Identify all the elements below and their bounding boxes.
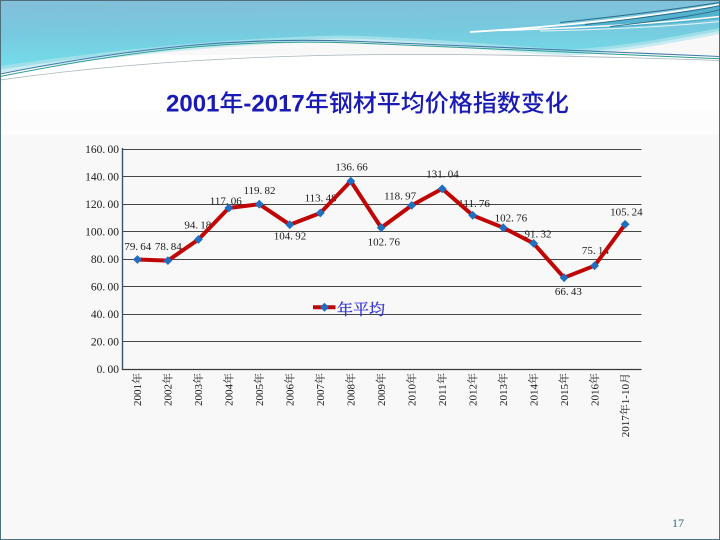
- svg-text:119. 82: 119. 82: [243, 185, 275, 197]
- svg-text:102. 76: 102. 76: [495, 212, 528, 224]
- svg-text:2007: 2007: [315, 384, 327, 407]
- svg-text:2016: 2016: [589, 384, 601, 407]
- svg-text:2015: 2015: [559, 384, 571, 407]
- svg-text:20. 00: 20. 00: [91, 337, 119, 349]
- svg-text:60. 00: 60. 00: [91, 282, 119, 294]
- svg-text:102. 76: 102. 76: [368, 236, 401, 248]
- svg-text:2008: 2008: [346, 384, 358, 407]
- svg-text:140. 00: 140. 00: [85, 172, 119, 184]
- svg-text:2012: 2012: [468, 384, 480, 406]
- svg-text:2009: 2009: [376, 384, 388, 407]
- svg-text:66. 43: 66. 43: [555, 286, 582, 298]
- svg-text:2004: 2004: [224, 384, 236, 407]
- svg-text:117. 06: 117. 06: [210, 195, 243, 207]
- svg-text:104. 92: 104. 92: [274, 231, 306, 243]
- svg-text:131. 04: 131. 04: [426, 169, 459, 181]
- svg-text:2001: 2001: [166, 91, 219, 118]
- svg-text:1-10: 1-10: [620, 384, 632, 405]
- svg-text:80. 00: 80. 00: [91, 254, 119, 266]
- svg-text:120. 00: 120. 00: [85, 199, 119, 211]
- svg-text:-2017: -2017: [243, 91, 304, 118]
- svg-text:136. 66: 136. 66: [335, 161, 368, 173]
- svg-text:2005: 2005: [254, 384, 266, 407]
- svg-text:2006: 2006: [285, 384, 297, 407]
- svg-text:91. 32: 91. 32: [525, 229, 552, 241]
- svg-text:2017: 2017: [620, 415, 632, 438]
- svg-text:2003: 2003: [193, 384, 205, 407]
- svg-text:2010: 2010: [407, 384, 419, 407]
- svg-text:2002: 2002: [163, 384, 175, 406]
- svg-text:100. 00: 100. 00: [85, 227, 119, 239]
- svg-text:79. 64: 79. 64: [124, 241, 151, 253]
- svg-text:118. 97: 118. 97: [384, 191, 417, 203]
- svg-text:2001: 2001: [132, 384, 144, 406]
- svg-text:160. 00: 160. 00: [85, 144, 119, 156]
- svg-text:0. 00: 0. 00: [97, 364, 120, 376]
- svg-text:94. 18: 94. 18: [184, 220, 211, 232]
- svg-text:111. 76: 111. 76: [458, 198, 490, 210]
- svg-text:40. 00: 40. 00: [91, 309, 119, 321]
- svg-text:2013: 2013: [498, 384, 510, 407]
- svg-text:17: 17: [672, 516, 684, 530]
- svg-text:105. 24: 105. 24: [610, 206, 643, 218]
- svg-text:2014: 2014: [528, 384, 540, 407]
- svg-text:2011: 2011: [437, 384, 449, 406]
- svg-text:78. 84: 78. 84: [155, 241, 182, 253]
